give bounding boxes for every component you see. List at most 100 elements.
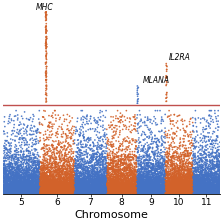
Point (204, 159, 208, 163)
Point (58, 157, 62, 161)
Point (126, 187, 129, 190)
Point (122, 192, 126, 195)
Point (157, 175, 161, 179)
Point (112, 160, 115, 163)
Point (85, 191, 88, 195)
Point (144, 186, 148, 189)
Point (103, 155, 107, 159)
Point (110, 164, 114, 168)
Point (88, 188, 92, 191)
Point (197, 173, 201, 177)
Point (27, 185, 31, 188)
Point (142, 181, 145, 185)
Point (216, 163, 220, 167)
Point (48, 190, 52, 194)
Point (85, 191, 88, 194)
Point (186, 183, 190, 187)
Point (72, 191, 76, 194)
Point (145, 173, 149, 177)
Point (123, 191, 126, 194)
Point (176, 190, 179, 193)
Point (93, 188, 96, 191)
Point (28, 189, 31, 193)
Point (84, 188, 87, 191)
Point (58, 186, 62, 190)
Point (75, 183, 79, 186)
Point (40, 122, 43, 126)
Point (207, 188, 211, 191)
Point (190, 151, 193, 155)
Point (179, 184, 182, 188)
Point (120, 184, 124, 188)
Point (208, 185, 211, 188)
Point (209, 187, 212, 190)
Point (195, 182, 198, 186)
Point (167, 154, 170, 158)
Point (51, 132, 54, 136)
Point (65, 174, 68, 178)
Point (63, 170, 67, 174)
Point (74, 186, 77, 190)
Point (147, 181, 150, 185)
Point (137, 173, 140, 176)
Point (44, 159, 47, 162)
Point (44, 56, 48, 59)
Point (26, 186, 30, 190)
Point (168, 159, 171, 163)
Point (56, 191, 60, 195)
Point (201, 190, 205, 193)
Point (128, 183, 132, 186)
Point (49, 184, 52, 188)
Point (204, 177, 208, 180)
Point (176, 190, 179, 194)
Point (12, 190, 15, 193)
Point (206, 187, 210, 190)
Point (34, 186, 38, 190)
Point (7, 192, 11, 195)
Point (126, 189, 129, 192)
Point (15, 184, 19, 187)
Point (154, 183, 158, 187)
Point (145, 177, 148, 180)
Point (58, 161, 61, 164)
Point (71, 173, 74, 177)
Point (216, 182, 220, 186)
Point (93, 191, 96, 195)
Point (186, 183, 190, 187)
Point (99, 183, 102, 187)
Point (109, 185, 112, 189)
Point (82, 176, 85, 179)
Point (25, 169, 29, 173)
Point (174, 189, 177, 192)
Point (5, 169, 9, 173)
Point (145, 161, 148, 165)
Point (181, 190, 184, 193)
Point (11, 186, 14, 189)
Point (76, 166, 80, 170)
Point (167, 185, 170, 189)
Point (200, 190, 204, 194)
Point (145, 181, 149, 184)
Point (164, 172, 167, 176)
Point (61, 190, 65, 193)
Point (54, 185, 58, 189)
Point (12, 153, 16, 156)
Point (82, 165, 85, 168)
Point (50, 178, 54, 182)
Point (113, 191, 116, 194)
Point (203, 144, 207, 148)
Point (26, 186, 29, 190)
Point (202, 188, 206, 191)
Point (75, 171, 78, 174)
Point (52, 175, 55, 178)
Point (172, 184, 176, 188)
Point (151, 188, 155, 192)
Point (190, 191, 194, 194)
Point (35, 176, 39, 180)
Point (135, 187, 138, 190)
Point (50, 191, 54, 194)
Point (98, 153, 102, 157)
Point (6, 188, 10, 191)
Point (3, 153, 7, 157)
Point (32, 176, 36, 180)
